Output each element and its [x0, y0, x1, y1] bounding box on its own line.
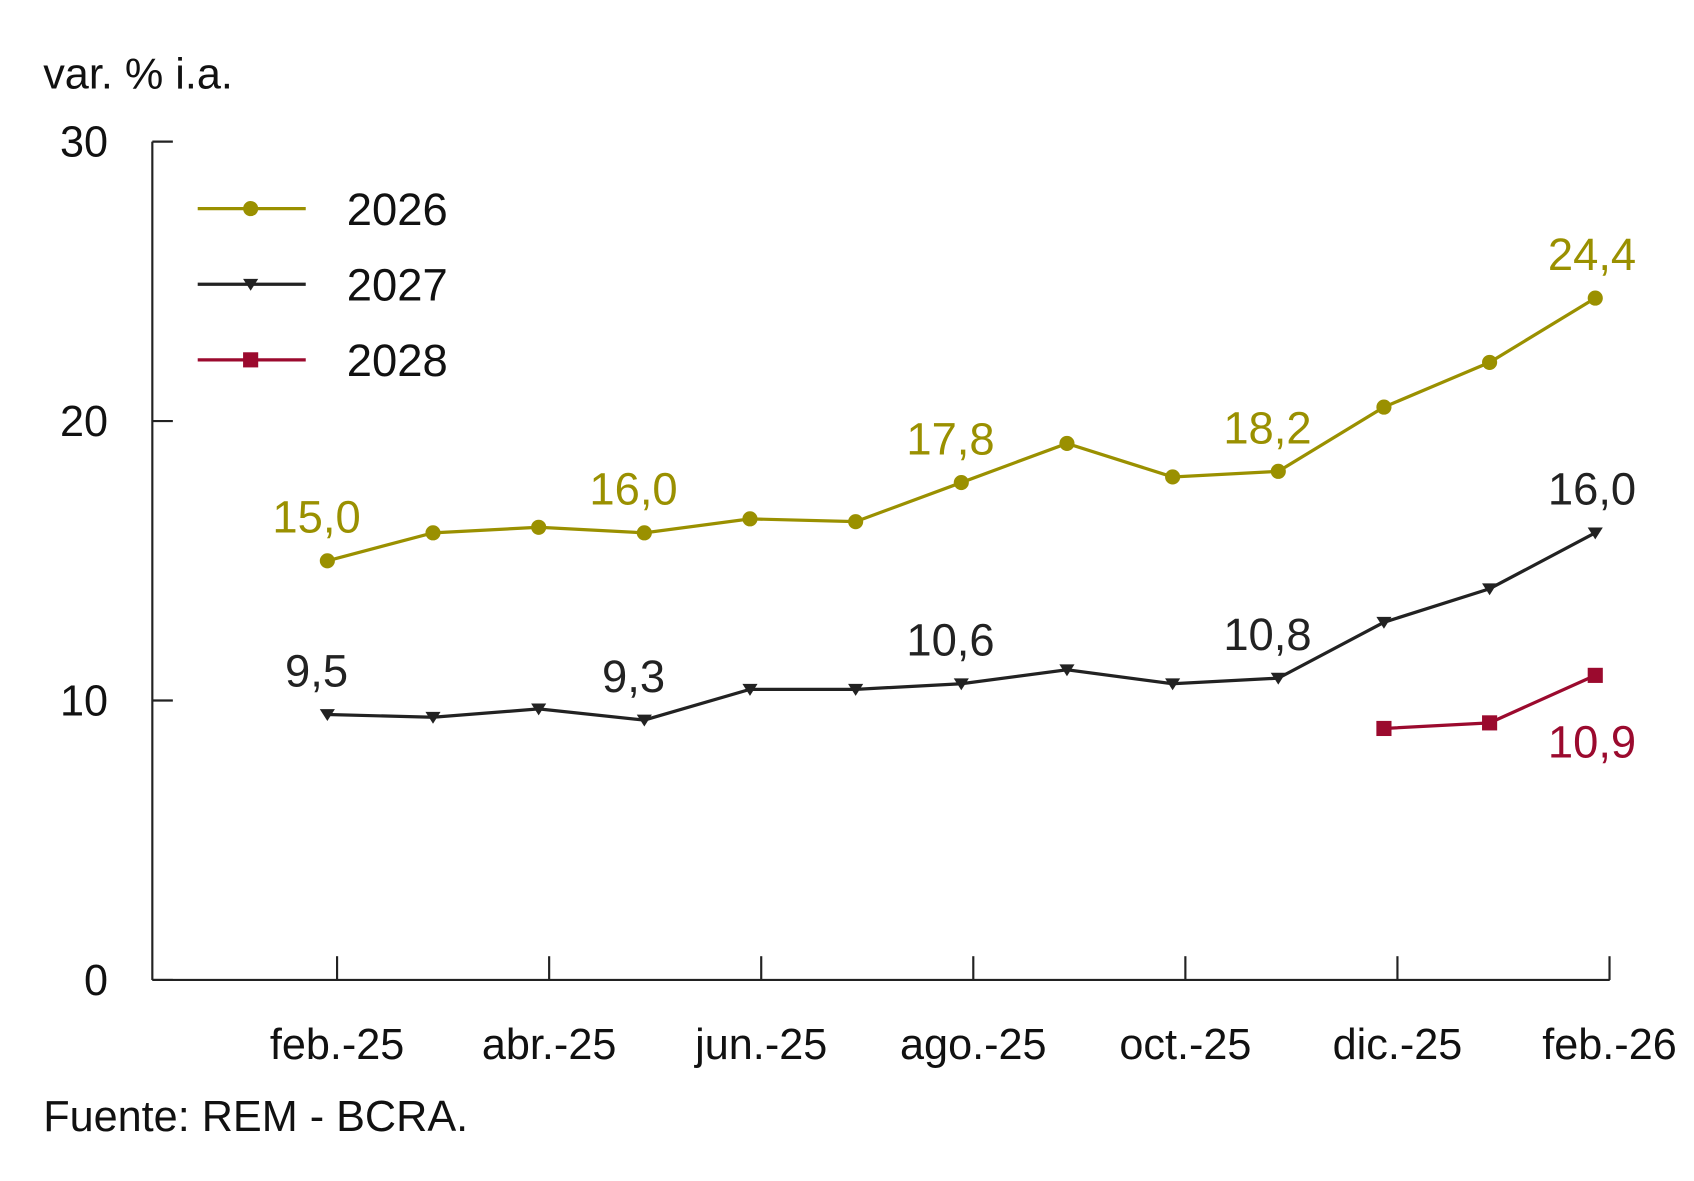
point-marker [742, 511, 758, 527]
x-tick-label: feb.-26 [1542, 1021, 1677, 1069]
x-tick-label: oct.-25 [1119, 1021, 1251, 1069]
series-2026: 15,0 16,0 17,8 18,2 24,4 [272, 229, 1636, 569]
data-label: 17,8 [906, 413, 994, 464]
data-label: 9,5 [285, 645, 348, 696]
legend-label: 2028 [347, 335, 448, 386]
point-marker [425, 525, 441, 541]
point-marker [636, 714, 652, 727]
data-label: 10,9 [1548, 716, 1636, 767]
series-2028: 10,9 [1376, 667, 1636, 767]
point-marker [1270, 463, 1286, 479]
x-tick-label: dic.-25 [1333, 1021, 1463, 1069]
point-marker [1482, 583, 1498, 596]
point-marker [1376, 616, 1392, 629]
y-axis-label: var. % i.a. [43, 51, 233, 99]
point-marker [1376, 399, 1392, 415]
data-label: 16,0 [589, 464, 677, 515]
data-label: 16,0 [1548, 464, 1636, 515]
data-label: 10,6 [906, 615, 994, 666]
point-marker [319, 553, 335, 569]
point-marker [531, 703, 547, 716]
point-marker [742, 683, 758, 696]
legend-item-2028: 2028 [197, 335, 448, 386]
data-label: 18,2 [1223, 402, 1311, 453]
point-marker [1059, 664, 1075, 677]
point-marker [425, 711, 441, 724]
point-marker [243, 278, 259, 291]
point-marker [1482, 354, 1498, 370]
series-2027: 9,5 9,3 10,6 10,8 16,0 [285, 464, 1636, 727]
point-marker [1376, 720, 1392, 737]
point-marker [1587, 527, 1603, 540]
data-label: 24,4 [1548, 229, 1636, 280]
y-tick-label: 10 [60, 678, 108, 726]
x-tick-label: ago.-25 [900, 1021, 1047, 1069]
point-marker [1482, 715, 1498, 731]
data-label: 15,0 [272, 492, 360, 543]
point-marker [1587, 290, 1603, 306]
point-marker [636, 525, 652, 541]
point-marker [1165, 469, 1181, 485]
legend-item-2026: 2026 [197, 184, 448, 235]
x-tick-label: abr.-25 [482, 1021, 617, 1069]
data-label: 10,8 [1223, 609, 1311, 660]
legend-label: 2027 [347, 259, 448, 310]
x-tick-label: feb.-25 [270, 1021, 405, 1069]
point-marker [1270, 672, 1286, 685]
point-marker [243, 201, 259, 217]
legend-item-2027: 2027 [197, 259, 448, 310]
source-note: Fuente: REM - BCRA. [43, 1093, 468, 1141]
point-marker [1059, 435, 1075, 451]
point-marker [319, 709, 335, 721]
point-marker [531, 519, 547, 535]
y-tick-label: 0 [84, 957, 108, 1005]
point-marker [848, 514, 864, 530]
point-marker [848, 683, 864, 696]
point-marker [953, 678, 969, 691]
point-marker [1587, 667, 1603, 683]
legend-label: 2026 [347, 184, 448, 235]
point-marker [953, 474, 969, 491]
x-tick-label: jun.-25 [693, 1021, 827, 1069]
data-label: 9,3 [602, 651, 665, 702]
point-marker [1165, 678, 1181, 691]
y-tick-label: 20 [60, 398, 108, 446]
point-marker [243, 352, 259, 368]
y-tick-label: 30 [60, 119, 108, 167]
